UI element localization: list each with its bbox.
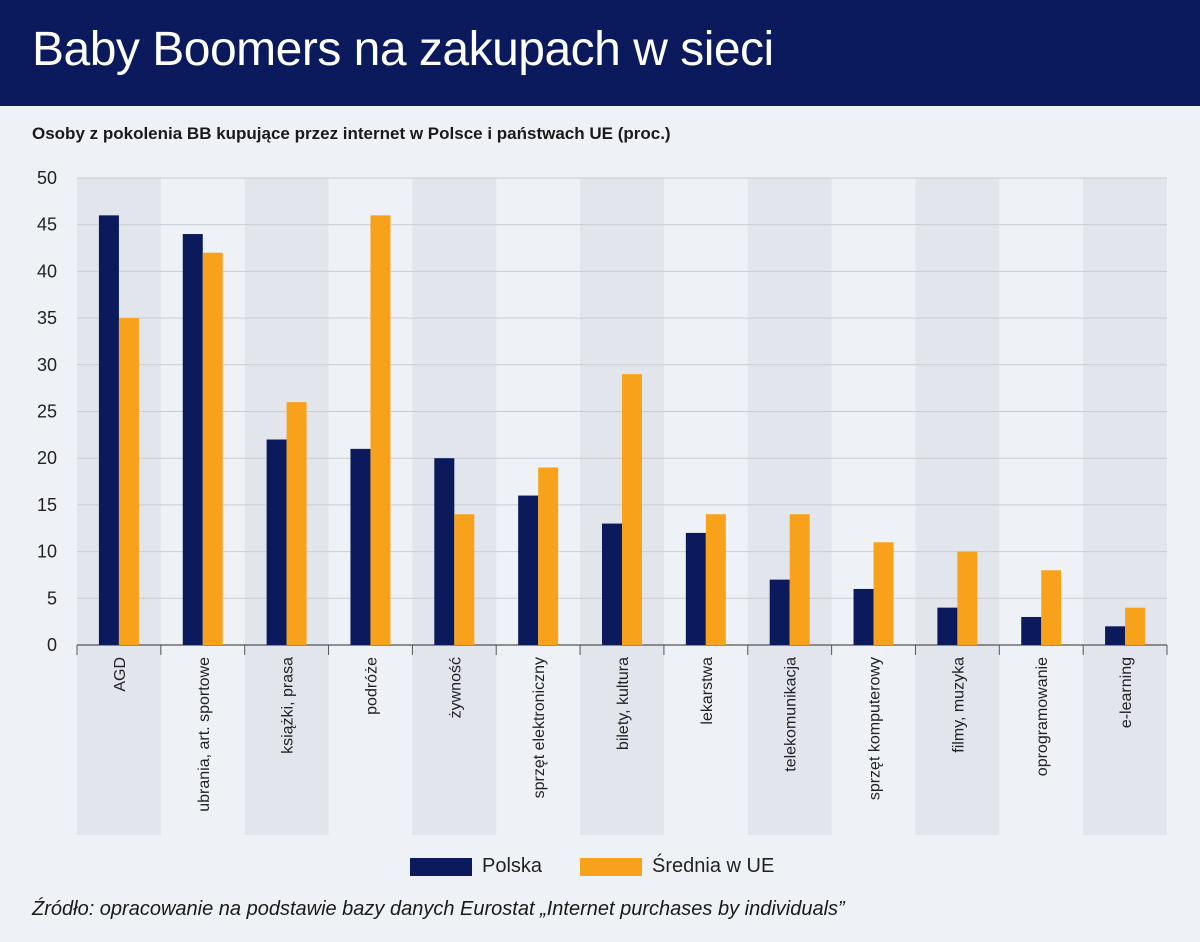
- y-tick-label: 20: [37, 448, 57, 468]
- x-tick-label: książki, prasa: [280, 657, 297, 754]
- legend-swatch-polska: [410, 857, 472, 876]
- category-band: [1083, 178, 1167, 835]
- bar-ue: [957, 551, 978, 645]
- bar-ue: [454, 514, 475, 645]
- category-band: [915, 178, 1000, 835]
- bar-ue: [873, 542, 894, 645]
- bar-ue: [118, 318, 139, 645]
- y-tick-label: 15: [37, 495, 57, 515]
- bar-polska: [602, 523, 622, 645]
- x-tick-label: podróże: [363, 657, 380, 715]
- bar-polska: [685, 532, 706, 645]
- legend-label-polska: Polska: [482, 855, 543, 877]
- bar-polska: [769, 579, 790, 645]
- bar-polska: [1021, 616, 1042, 645]
- y-tick-label: 5: [47, 588, 57, 608]
- bar-ue: [370, 215, 391, 646]
- x-tick-label: ubrania, art. sportowe: [196, 657, 213, 812]
- x-tick-label: bilety, kultura: [615, 657, 632, 750]
- y-tick-label: 40: [37, 261, 57, 281]
- x-tick-label: sprzęt komputerowy: [867, 657, 884, 800]
- y-tick-label: 30: [37, 355, 57, 375]
- bar-ue: [789, 514, 810, 645]
- chart-legend: Polska Średnia w UE: [410, 855, 812, 878]
- bar-ue: [622, 374, 642, 645]
- y-tick-label: 45: [37, 215, 57, 235]
- bar-ue: [286, 402, 307, 645]
- y-tick-label: 50: [37, 168, 57, 188]
- chart-subtitle: Osoby z pokolenia BB kupujące przez inte…: [32, 124, 671, 143]
- x-tick-label: sprzęt elektroniczny: [531, 657, 548, 798]
- bar-polska: [182, 234, 203, 645]
- bar-polska: [350, 448, 371, 645]
- bar-chart: 0 5 10 15 20 25 30 35 40 45 50 AGD ubrania, art. spo…: [37, 168, 1168, 835]
- x-tick-label: AGD: [112, 657, 129, 692]
- bar-ue: [1041, 570, 1062, 645]
- page-title: Baby Boomers na zakupach w sieci: [32, 23, 774, 76]
- bar-polska: [98, 215, 119, 646]
- source-note: Źródło: opracowanie na podstawie bazy da…: [32, 898, 845, 920]
- bar-polska: [266, 439, 287, 645]
- legend-label-ue: Średnia w UE: [652, 855, 775, 877]
- x-tick-label: telekomunikacja: [783, 657, 800, 772]
- legend-item-ue: Średnia w UE: [580, 855, 774, 878]
- bar-polska: [518, 495, 539, 645]
- y-tick-label: 35: [37, 308, 57, 328]
- y-tick-label: 10: [37, 542, 57, 562]
- bar-ue: [202, 252, 223, 645]
- x-tick-label: filmy, muzyka: [950, 657, 967, 753]
- y-tick-label: 25: [37, 402, 57, 422]
- bar-polska: [937, 607, 958, 645]
- x-tick-label: lekarstwa: [699, 657, 716, 725]
- legend-swatch-ue: [580, 857, 643, 876]
- x-tick-label: oprogramowanie: [1034, 657, 1051, 776]
- bar-polska: [434, 458, 455, 645]
- bar-polska: [853, 588, 874, 645]
- x-tick-label: żywność: [447, 657, 464, 718]
- header-banner: Baby Boomers na zakupach w sieci: [0, 0, 1200, 106]
- bar-ue: [538, 467, 559, 645]
- y-tick-label: 0: [47, 635, 57, 655]
- bar-ue: [705, 514, 726, 645]
- bar-ue: [1125, 607, 1146, 645]
- x-tick-label: e-learning: [1118, 657, 1135, 728]
- bar-polska: [1105, 626, 1126, 645]
- legend-item-polska: Polska: [410, 855, 542, 878]
- category-band: [747, 178, 832, 835]
